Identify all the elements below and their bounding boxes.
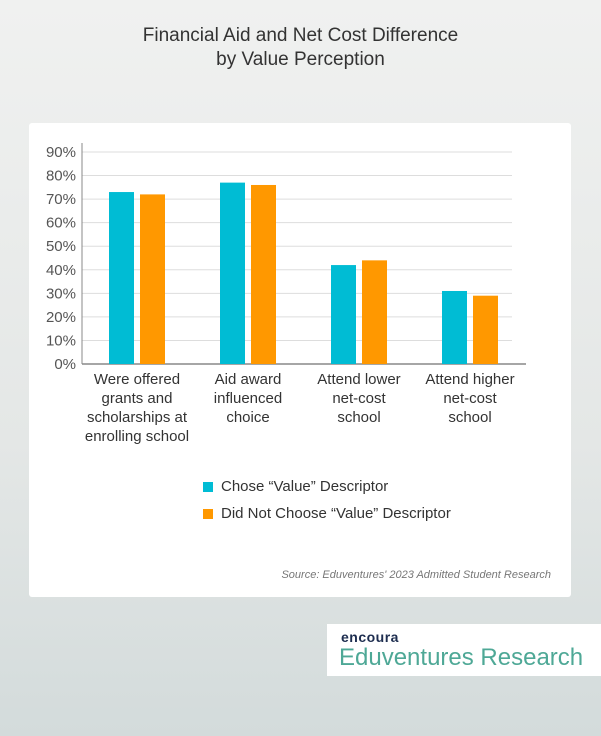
x-category-label: scholarships at — [87, 409, 188, 426]
bar — [362, 260, 387, 364]
bar — [109, 192, 134, 364]
x-category-label: Attend lower — [317, 371, 400, 388]
y-tick-label: 10% — [46, 332, 76, 349]
y-tick-label: 60% — [46, 215, 76, 232]
y-tick-label: 30% — [46, 285, 76, 302]
legend-swatch — [203, 508, 213, 519]
logo-brand: encoura — [341, 629, 399, 645]
x-category-label: Aid award — [215, 371, 282, 388]
legend-item: Chose “Value” Descriptor — [203, 478, 388, 495]
bar — [473, 295, 498, 364]
y-tick-label: 20% — [46, 309, 76, 326]
title-line: by Value Perception — [216, 49, 385, 70]
bar — [331, 265, 356, 364]
x-category-label: influenced — [214, 390, 282, 407]
legend-item: Did Not Choose “Value” Descriptor — [203, 505, 451, 522]
y-tick-label: 50% — [46, 238, 76, 255]
bar — [442, 290, 467, 364]
x-category-label: choice — [226, 409, 269, 426]
x-category-label: net-cost — [332, 390, 386, 407]
bar — [140, 194, 165, 364]
x-category-label: Were offered — [94, 371, 180, 388]
y-tick-label: 80% — [46, 168, 76, 185]
y-tick-label: 0% — [54, 356, 76, 373]
x-category-label: grants and — [102, 390, 173, 407]
x-category-label: enrolling school — [85, 428, 189, 445]
logo-name: Eduventures Research — [339, 644, 584, 671]
x-category-label: school — [448, 409, 491, 426]
legend-label: Did Not Choose “Value” Descriptor — [221, 505, 451, 522]
logo: encoura Eduventures Research — [327, 624, 601, 676]
x-category-label: net-cost — [443, 390, 497, 407]
y-tick-label: 70% — [46, 191, 76, 208]
bar-chart: 0% 10% 20% 30% 40% 50% 60% 70% 80% 90% Were offere… — [46, 143, 526, 445]
source-note: Source: Eduventures' 2023 Admitted Stude… — [281, 569, 551, 581]
bar — [251, 184, 276, 364]
chart-card: 0% 10% 20% 30% 40% 50% 60% 70% 80% 90% Were offere… — [29, 123, 571, 597]
y-tick-label: 90% — [46, 144, 76, 161]
x-category-label: school — [337, 409, 380, 426]
y-tick-label: 40% — [46, 262, 76, 279]
legend-label: Chose “Value” Descriptor — [221, 478, 389, 495]
bar — [220, 182, 245, 364]
chart-title: Financial Aid and Net Cost Difference by… — [0, 24, 601, 72]
title-line: Financial Aid and Net Cost Difference — [142, 25, 459, 46]
x-category-label: Attend higher — [425, 371, 514, 388]
legend-swatch — [203, 481, 213, 492]
